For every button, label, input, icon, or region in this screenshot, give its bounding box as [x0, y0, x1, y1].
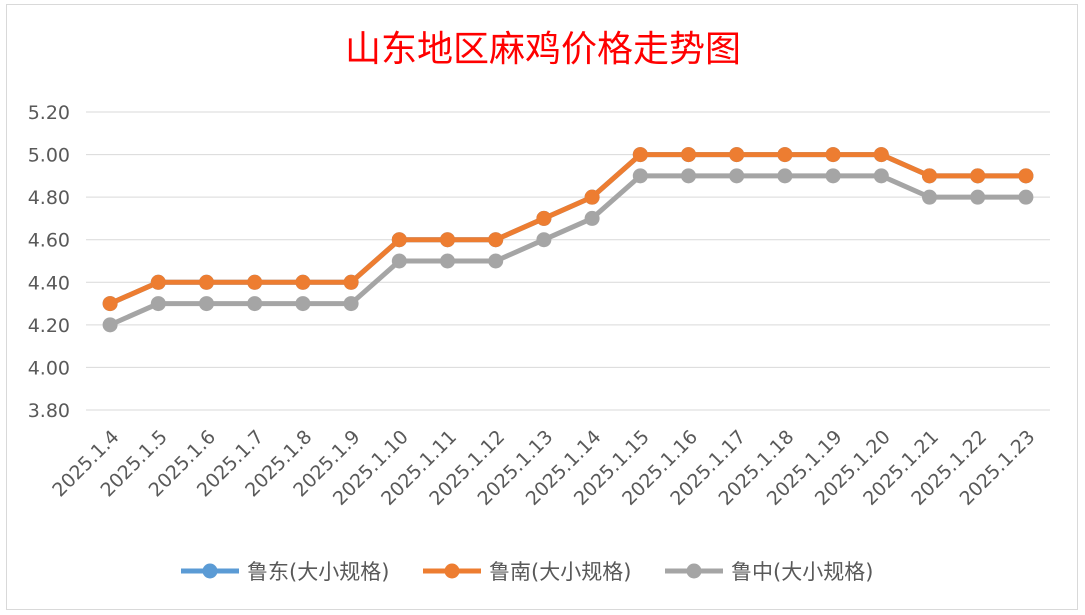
- data-point: [295, 274, 311, 290]
- data-point: [729, 168, 745, 184]
- data-point: [922, 168, 937, 184]
- data-point: [1018, 189, 1034, 205]
- data-point: [150, 274, 166, 290]
- data-point: [440, 232, 455, 248]
- data-point: [777, 147, 793, 163]
- data-point: [391, 232, 407, 248]
- data-point: [440, 253, 455, 269]
- data-point: [102, 317, 118, 333]
- data-point: [1018, 168, 1034, 184]
- legend-item-1: 鲁东(大小规格): [181, 560, 389, 584]
- data-point: [873, 168, 889, 184]
- y-tick-label: 4.60: [28, 230, 70, 252]
- data-point: [873, 147, 889, 163]
- series-group: [102, 147, 1034, 333]
- data-point: [681, 147, 696, 163]
- data-point: [488, 253, 504, 269]
- legend-item-3: 鲁中(大小规格): [665, 560, 873, 584]
- y-tick-label: 5.20: [28, 102, 70, 124]
- legend-marker: [202, 563, 218, 579]
- series-line: [109, 152, 1026, 306]
- x-axis: 2025.1.42025.1.52025.1.62025.1.72025.1.8…: [48, 426, 1039, 510]
- legend-marker: [686, 563, 702, 579]
- data-point: [247, 274, 263, 290]
- data-point: [632, 147, 648, 163]
- legend: 鲁东(大小规格) 鲁南(大小规格) 鲁中(大小规格): [181, 560, 873, 584]
- data-point: [247, 296, 263, 312]
- data-point: [295, 296, 311, 312]
- data-point: [970, 189, 986, 205]
- data-point: [536, 210, 552, 226]
- data-point: [343, 296, 359, 312]
- data-point: [391, 253, 407, 269]
- data-point: [488, 232, 504, 248]
- chart-title: 山东地区麻鸡价格走势图: [345, 29, 741, 70]
- y-tick-label: 4.40: [28, 272, 70, 294]
- data-point: [150, 296, 166, 312]
- y-tick-label: 4.00: [28, 357, 70, 379]
- legend-label: 鲁中(大小规格): [731, 560, 873, 584]
- y-tick-label: 4.20: [28, 315, 70, 337]
- series-3: [102, 168, 1034, 333]
- y-tick-label: 3.80: [28, 400, 70, 422]
- data-point: [584, 210, 600, 226]
- data-point: [922, 189, 937, 205]
- data-point: [825, 168, 841, 184]
- legend-label: 鲁东(大小规格): [247, 560, 389, 584]
- y-tick-label: 4.80: [28, 187, 70, 209]
- series-line: [109, 173, 1026, 328]
- data-point: [343, 274, 359, 290]
- series-2: [102, 147, 1034, 312]
- data-point: [681, 168, 696, 184]
- data-point: [199, 296, 214, 312]
- chart-frame: [6, 4, 1078, 610]
- legend-item-2: 鲁南(大小规格): [423, 560, 631, 584]
- data-point: [199, 274, 214, 290]
- legend-label: 鲁南(大小规格): [489, 560, 631, 584]
- data-point: [970, 168, 986, 184]
- data-point: [536, 232, 552, 248]
- data-point: [102, 296, 118, 312]
- legend-marker: [444, 563, 460, 579]
- data-point: [777, 168, 793, 184]
- gridlines: [86, 111, 1050, 411]
- data-point: [584, 189, 600, 205]
- y-tick-label: 5.00: [28, 145, 70, 167]
- data-point: [729, 147, 745, 163]
- data-point: [632, 168, 648, 184]
- data-point: [825, 147, 841, 163]
- y-axis: 3.80 4.00 4.20 4.40 4.60 4.80 5.00 5.20: [28, 102, 70, 422]
